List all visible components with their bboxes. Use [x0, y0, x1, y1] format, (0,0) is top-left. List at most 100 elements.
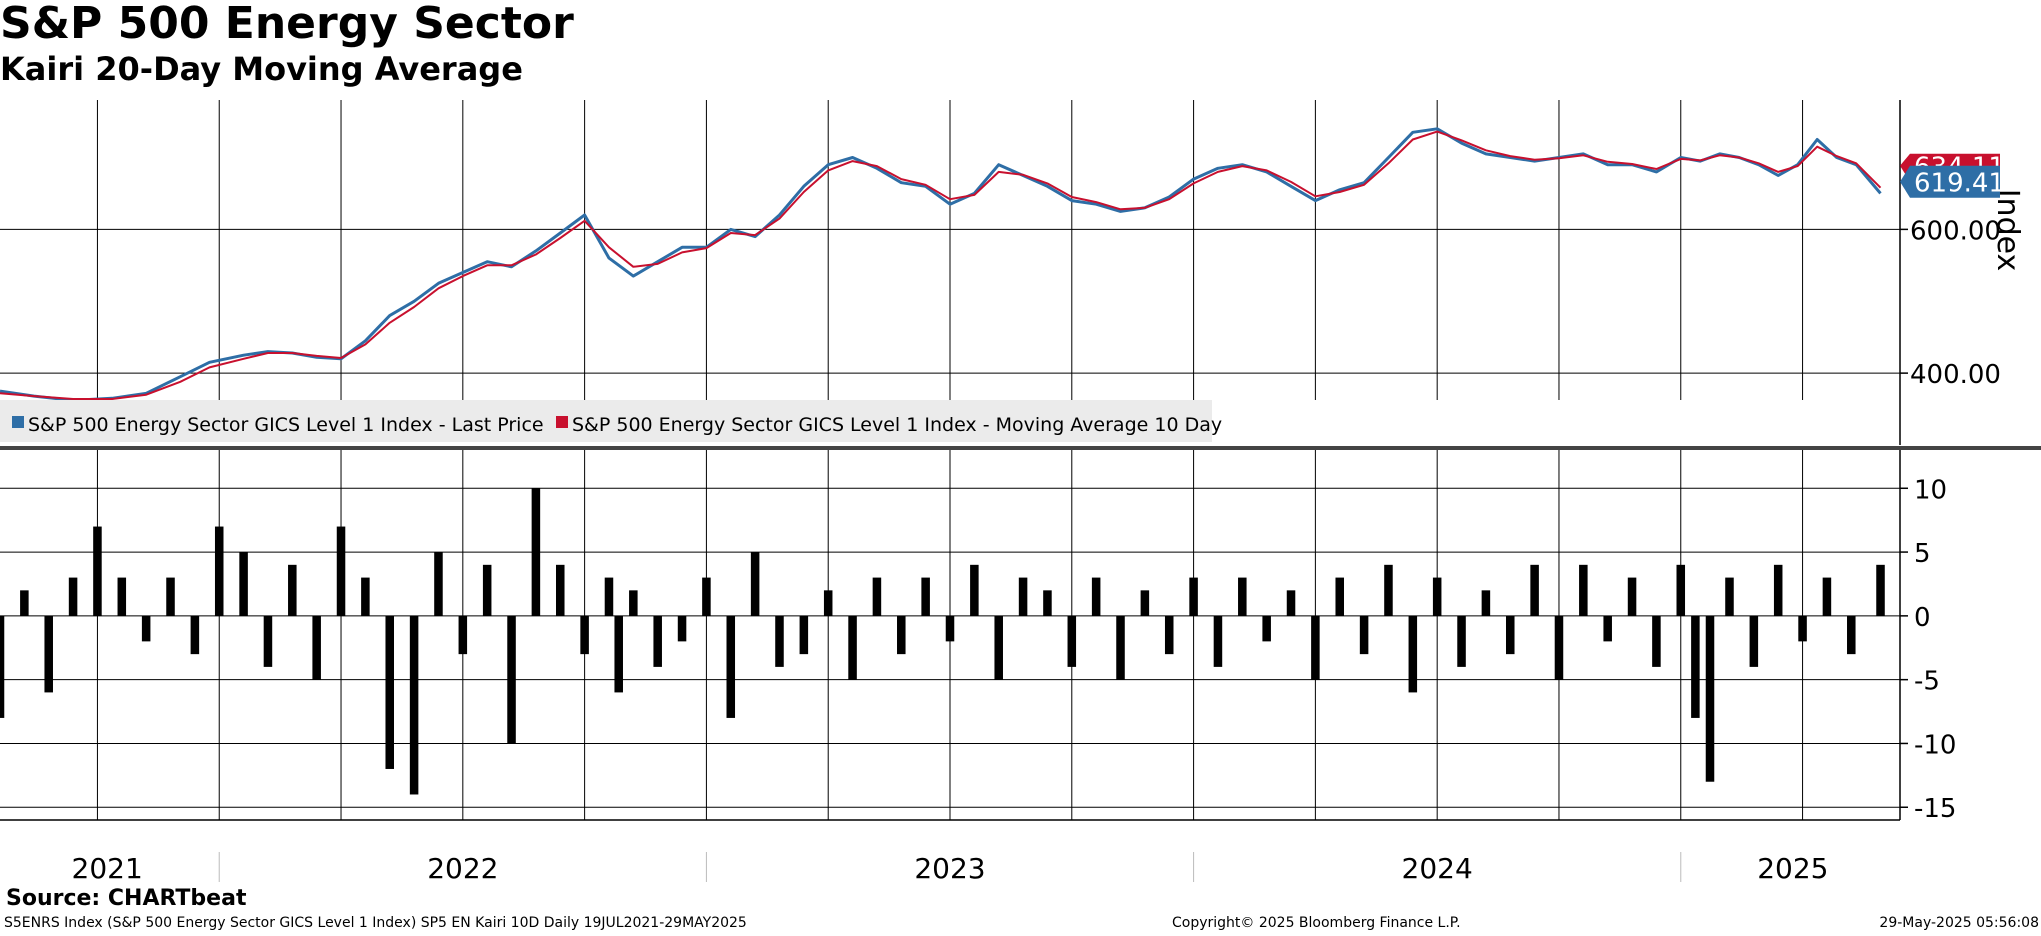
kairi-bar [1091, 577, 1101, 616]
kairi-bar [1359, 615, 1369, 655]
kairi-bar [1676, 564, 1686, 616]
x-tick-label-year: 2023 [914, 852, 985, 885]
kairi-bar [1311, 615, 1320, 680]
kairi-bar [1627, 577, 1637, 616]
y-tick-label-lower: -5 [1914, 667, 1940, 697]
kairi-bar [0, 615, 5, 718]
last-value-tag-last-price [1900, 165, 2000, 198]
kairi-bar [1286, 590, 1296, 616]
kairi-bar [629, 590, 638, 616]
y-axis-label-upper: Index [1990, 189, 2025, 272]
kairi-bar [1822, 577, 1832, 616]
kairi-bar [726, 615, 736, 718]
kairi-bar [1749, 615, 1759, 667]
x-tick-label-year: 2024 [1402, 852, 1473, 885]
kairi-bar [1457, 615, 1466, 667]
kairi-bar [93, 526, 102, 616]
kairi-bar [1505, 615, 1515, 655]
kairi-bar [482, 564, 492, 616]
y-tick-label-upper: 400.00 [1910, 360, 2001, 390]
kairi-bar [555, 564, 565, 616]
kairi-bar [1691, 615, 1700, 718]
legend-label-moving-average: S&P 500 Energy Sector GICS Level 1 Index… [572, 414, 1222, 436]
series-line-moving-average [0, 130, 1882, 400]
y-tick-label-lower: 0 [1914, 603, 1931, 633]
x-tick-label-year: 2022 [427, 852, 498, 885]
kairi-bar [1554, 615, 1564, 680]
kairi-bar [1798, 615, 1807, 642]
kairi-bar [1725, 577, 1734, 616]
kairi-bar [166, 577, 175, 616]
kairi-bar [312, 615, 321, 680]
kairi-bar [385, 615, 395, 769]
kairi-bar [1705, 615, 1715, 782]
kairi-bar [1481, 590, 1491, 616]
kairi-bar [677, 615, 687, 642]
kairi-bar [775, 615, 784, 667]
legend-swatch-last-price [12, 416, 24, 428]
legend-label-last-price: S&P 500 Energy Sector GICS Level 1 Index… [28, 414, 544, 436]
kairi-bar [1164, 615, 1174, 655]
kairi-bar [1432, 577, 1442, 616]
kairi-bar [872, 577, 882, 616]
source-label: Source: CHARTbeat [6, 886, 247, 911]
kairi-bar [1603, 615, 1612, 642]
kairi-bar [214, 526, 224, 616]
series-line-last-price [0, 127, 1882, 402]
kairi-bar [1773, 564, 1783, 616]
kairi-bar [1116, 615, 1125, 680]
kairi-bar [921, 577, 930, 616]
kairi-bar [1384, 564, 1393, 616]
kairi-bar [823, 590, 833, 616]
kairi-bar [1213, 615, 1223, 667]
kairi-bar [20, 590, 29, 616]
kairi-bar [288, 564, 297, 616]
kairi-bar [848, 615, 857, 680]
footer-description: S5ENRS Index (S&P 500 Energy Sector GICS… [4, 915, 747, 931]
kairi-bar [1067, 615, 1077, 667]
kairi-bar [239, 552, 248, 616]
kairi-bar [361, 577, 370, 616]
kairi-bar [653, 615, 662, 667]
kairi-bar [604, 577, 614, 616]
kairi-bar [750, 552, 760, 616]
kairi-bar [1140, 590, 1150, 616]
kairi-bar [1335, 577, 1345, 616]
kairi-bar [799, 615, 809, 655]
kairi-bar [1530, 564, 1539, 616]
kairi-bar [897, 615, 906, 655]
x-tick-label-year: 2021 [72, 852, 143, 885]
kairi-bar [1238, 577, 1247, 616]
kairi-bar [434, 552, 443, 616]
kairi-bar [263, 615, 273, 667]
kairi-bar [1652, 615, 1661, 667]
kairi-bar [1876, 564, 1885, 616]
y-tick-label-upper: 600.00 [1910, 216, 2001, 246]
y-tick-label-lower: 10 [1914, 475, 1947, 505]
kairi-bar [945, 615, 955, 642]
y-tick-label-lower: 5 [1914, 539, 1931, 569]
kairi-bar [970, 564, 979, 616]
kairi-bar [1262, 615, 1271, 642]
kairi-bar [1847, 615, 1856, 655]
y-tick-label-lower: -15 [1914, 794, 1956, 824]
kairi-bar [1579, 564, 1588, 616]
kairi-bar [614, 615, 623, 693]
legend-swatch-moving-average [556, 416, 568, 428]
kairi-bar [531, 488, 541, 616]
kairi-bar [44, 615, 53, 693]
kairi-bar [507, 615, 516, 744]
kairi-bar [580, 615, 589, 655]
footer-copyright: Copyright© 2025 Bloomberg Finance L.P. [1172, 915, 1461, 931]
kairi-bar [994, 615, 1003, 680]
legend-box [0, 400, 1212, 442]
y-tick-label-lower: -10 [1914, 730, 1956, 760]
kairi-bar [117, 577, 127, 616]
kairi-bar [458, 615, 468, 655]
kairi-bar [1189, 577, 1198, 616]
footer-timestamp: 29-May-2025 05:56:08 [1879, 915, 2039, 931]
kairi-bar [190, 615, 200, 655]
kairi-bar [702, 577, 711, 616]
chart-title: S&P 500 Energy Sector [0, 0, 574, 49]
